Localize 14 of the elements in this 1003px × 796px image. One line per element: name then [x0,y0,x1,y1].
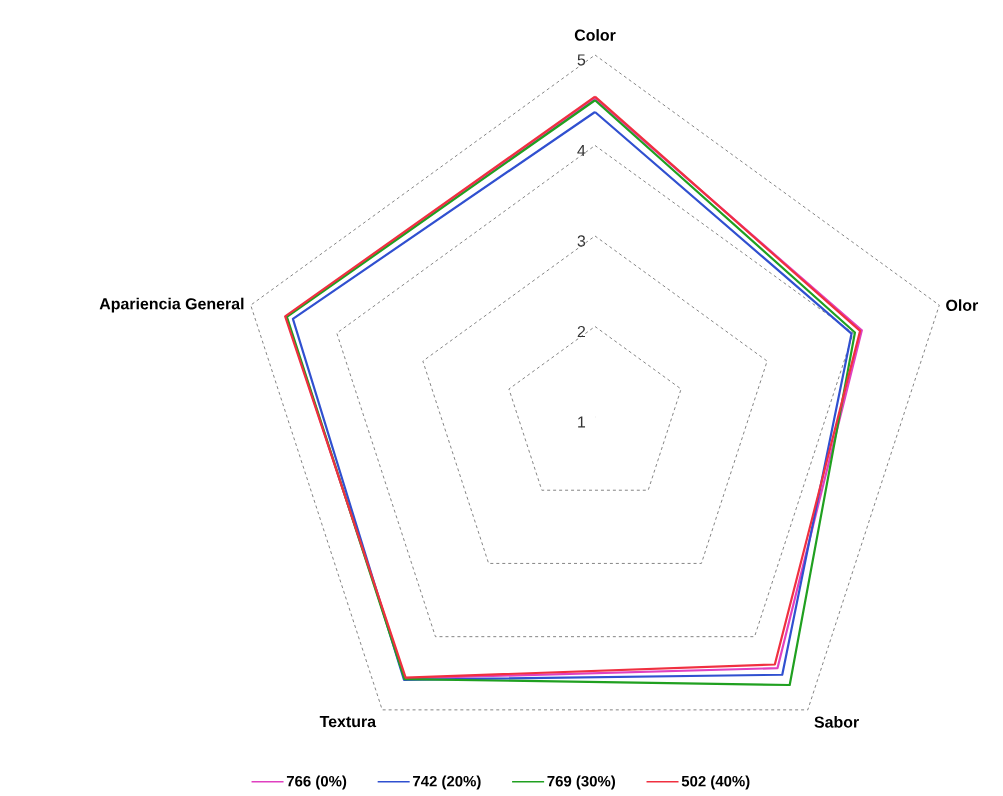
spoke-label: Color [574,29,616,41]
spoke-label: Apariencia General [99,297,244,313]
y-tick-label: 5 [577,54,586,66]
legend-label: 769 (30%) [547,775,616,790]
y-tick-label: 3 [577,235,586,247]
y-tick-label: 2 [577,325,586,338]
legend-label: 742 (20%) [413,775,481,790]
spoke-label: Sabor [814,716,859,728]
y-tick-label: 4 [577,145,586,156]
legend-label: 502 (40%) [681,775,750,790]
y-tick-label: 1 [578,416,586,428]
spoke-label: Olor [946,299,979,311]
legend-label: 766 (0%) [286,775,347,790]
spoke-label: Textura [319,716,377,728]
